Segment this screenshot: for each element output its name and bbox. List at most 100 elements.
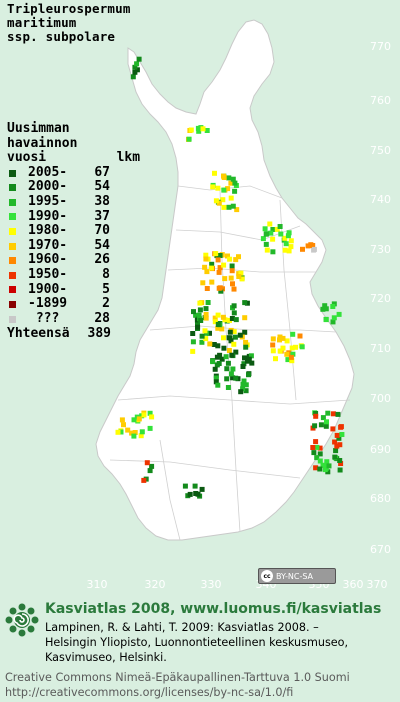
observation-square bbox=[317, 466, 323, 472]
legend-year-label: -1899 bbox=[28, 296, 68, 312]
observation-square bbox=[277, 334, 283, 340]
x-tick-label: 310 bbox=[86, 578, 108, 591]
legend-row: 1900- 5 bbox=[7, 281, 140, 298]
observation-square bbox=[212, 319, 218, 325]
observation-square bbox=[203, 336, 209, 342]
observation-square bbox=[284, 338, 290, 344]
observation-square bbox=[338, 424, 344, 430]
y-tick-label: 730 bbox=[370, 243, 391, 256]
observation-square bbox=[283, 241, 289, 247]
observation-square bbox=[229, 316, 235, 321]
observation-square bbox=[196, 128, 202, 134]
observation-square bbox=[290, 351, 296, 357]
observation-square bbox=[217, 253, 223, 258]
observation-square bbox=[136, 416, 142, 422]
observation-square bbox=[289, 358, 295, 364]
observation-square bbox=[313, 413, 319, 419]
kasviatlas-link[interactable]: Kasviatlas 2008, www.luomus.fi/kasviatla… bbox=[45, 601, 382, 617]
legend-swatch bbox=[9, 169, 16, 177]
observation-square bbox=[323, 423, 329, 429]
observation-square bbox=[211, 342, 217, 347]
observation-square bbox=[228, 275, 234, 281]
observation-square bbox=[326, 463, 332, 469]
observation-square bbox=[203, 315, 209, 321]
legend-row: ??? 28 bbox=[7, 310, 140, 327]
legend-count: 70 bbox=[94, 223, 110, 239]
observation-square bbox=[225, 360, 231, 366]
legend-row: 1950- 8 bbox=[7, 267, 140, 283]
y-tick-label: 670 bbox=[370, 543, 391, 556]
observation-square bbox=[203, 256, 209, 262]
observation-square bbox=[200, 126, 206, 132]
observation-square bbox=[144, 460, 150, 466]
observation-square bbox=[215, 343, 221, 349]
legend-swatch bbox=[9, 184, 16, 192]
observation-square bbox=[246, 356, 252, 362]
observation-square bbox=[214, 362, 220, 368]
observation-square bbox=[227, 329, 233, 335]
observation-square bbox=[125, 427, 131, 433]
x-tick-label: 330 bbox=[200, 578, 222, 591]
observation-square bbox=[216, 285, 222, 291]
observation-square bbox=[121, 422, 126, 428]
observation-square bbox=[187, 491, 193, 497]
observation-square bbox=[221, 345, 227, 351]
observation-square bbox=[312, 423, 318, 429]
citation-line-3: Kasvimuseo, Helsinki. bbox=[45, 651, 167, 664]
observation-square bbox=[229, 352, 235, 358]
observation-square bbox=[277, 224, 283, 229]
observation-square bbox=[338, 461, 344, 466]
observation-square bbox=[147, 468, 153, 474]
observation-square bbox=[231, 286, 237, 292]
observation-square bbox=[330, 411, 336, 417]
observation-square bbox=[324, 419, 329, 425]
observation-square bbox=[330, 304, 336, 309]
y-tick-label: 680 bbox=[370, 492, 391, 505]
cc-icon: cc bbox=[261, 570, 273, 582]
observation-square bbox=[226, 335, 232, 341]
observation-square bbox=[190, 339, 196, 345]
y-tick-label: 750 bbox=[370, 144, 391, 157]
observation-square bbox=[263, 241, 269, 247]
observation-square bbox=[278, 231, 284, 237]
observation-square bbox=[324, 459, 330, 465]
observation-square bbox=[199, 486, 205, 492]
legend-swatch bbox=[9, 242, 16, 250]
observation-square bbox=[210, 184, 216, 190]
observation-square bbox=[233, 257, 239, 263]
observation-square bbox=[227, 317, 232, 323]
license-url[interactable]: http://creativecommons.org/licenses/by-n… bbox=[5, 686, 294, 699]
observation-square bbox=[188, 127, 194, 133]
observation-square bbox=[270, 342, 276, 348]
observation-square bbox=[213, 375, 219, 381]
observation-square bbox=[241, 361, 247, 367]
observation-square bbox=[228, 180, 234, 186]
legend-year-label: 1900- bbox=[28, 281, 68, 297]
observation-square bbox=[182, 483, 188, 489]
citation-line-1: Lampinen, R. & Lahti, T. 2009: Kasviatla… bbox=[45, 621, 319, 634]
observation-square bbox=[215, 257, 221, 263]
observation-square bbox=[334, 432, 340, 438]
observation-square bbox=[192, 483, 198, 489]
observation-square bbox=[215, 312, 221, 318]
observation-square bbox=[243, 339, 249, 345]
legend-count: 54 bbox=[94, 179, 110, 195]
observation-square bbox=[222, 276, 228, 282]
observation-square bbox=[322, 303, 328, 309]
observation-square bbox=[282, 235, 288, 241]
legend-count: 28 bbox=[94, 310, 110, 326]
observation-square bbox=[241, 378, 247, 384]
legend-swatch bbox=[9, 300, 16, 308]
observation-square bbox=[331, 301, 337, 307]
species-name-line-3: ssp. subpolare bbox=[7, 29, 116, 44]
cc-license-badge[interactable]: cc BY-NC-SA bbox=[258, 568, 336, 584]
observation-square bbox=[243, 344, 249, 350]
license-notice: Creative Commons Nimeä-Epäkaupallinen-Ta… bbox=[5, 670, 350, 700]
observation-square bbox=[214, 354, 220, 360]
observation-square bbox=[212, 315, 218, 321]
legend-row: 2005- 67 bbox=[7, 165, 140, 181]
observation-square bbox=[139, 429, 145, 435]
observation-square bbox=[286, 248, 292, 254]
observation-square bbox=[242, 329, 248, 335]
observation-square bbox=[336, 311, 342, 317]
